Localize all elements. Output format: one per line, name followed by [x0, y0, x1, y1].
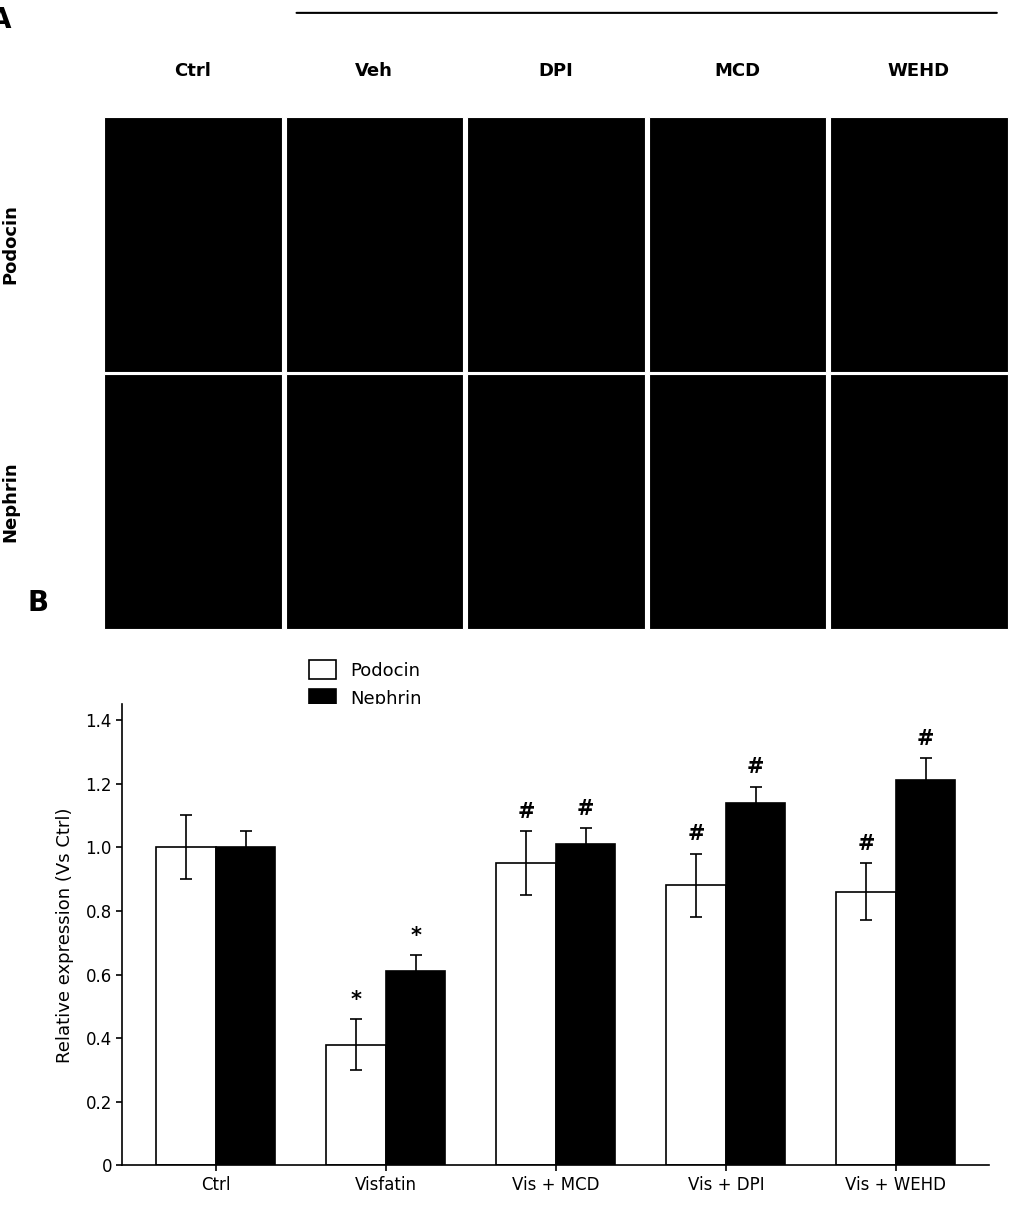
Bar: [216, 847, 275, 1165]
Text: Veh: Veh: [355, 62, 393, 80]
Bar: [726, 802, 785, 1165]
Text: MCD: MCD: [713, 62, 760, 80]
Text: #: #: [916, 728, 933, 749]
Y-axis label: Relative expression (Vs Ctrl): Relative expression (Vs Ctrl): [56, 807, 74, 1062]
Text: #: #: [687, 824, 704, 844]
Bar: [467, 374, 644, 629]
Bar: [285, 374, 463, 629]
Bar: [156, 847, 216, 1165]
Legend: Podocin, Nephrin: Podocin, Nephrin: [302, 652, 429, 716]
Bar: [496, 863, 555, 1165]
Bar: [648, 374, 825, 629]
Bar: [555, 844, 614, 1165]
Text: #: #: [577, 799, 594, 818]
Text: #: #: [517, 801, 534, 822]
Text: DPI: DPI: [538, 62, 573, 80]
Text: B: B: [26, 589, 48, 617]
Bar: [385, 971, 445, 1165]
Text: WEHD: WEHD: [888, 62, 949, 80]
Text: Nephrin: Nephrin: [1, 461, 19, 543]
Bar: [104, 117, 281, 371]
Text: #: #: [857, 834, 874, 853]
Text: #: #: [746, 758, 763, 777]
Bar: [836, 892, 895, 1165]
Bar: [895, 781, 955, 1165]
Text: *: *: [351, 989, 362, 1010]
Bar: [665, 885, 726, 1165]
Bar: [648, 117, 825, 371]
Bar: [285, 117, 463, 371]
Text: *: *: [410, 926, 421, 946]
Bar: [467, 117, 644, 371]
Text: Podocin: Podocin: [1, 205, 19, 284]
Bar: [829, 374, 1007, 629]
Text: A: A: [0, 6, 11, 34]
Text: Ctrl: Ctrl: [174, 62, 211, 80]
Bar: [104, 374, 281, 629]
Bar: [326, 1044, 385, 1165]
Bar: [829, 117, 1007, 371]
